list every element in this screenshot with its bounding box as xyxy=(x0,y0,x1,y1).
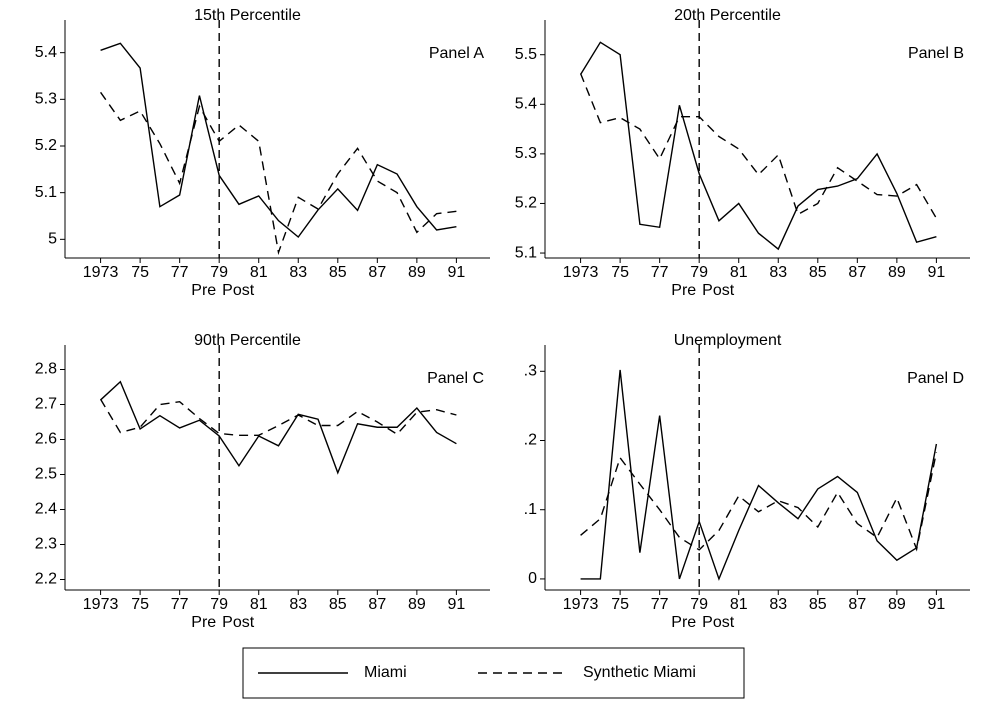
y-tick-label: .3 xyxy=(524,363,537,380)
y-tick-label: 2.5 xyxy=(35,466,57,483)
x-tick-label: 1973 xyxy=(83,264,119,281)
y-tick-label: 2.2 xyxy=(35,571,57,588)
x-tick-label: 1973 xyxy=(83,596,119,613)
x-tick-label: 79 xyxy=(690,596,708,613)
panel-title: Unemployment xyxy=(674,332,782,349)
y-tick-label: 5 xyxy=(48,231,57,248)
x-tick-label: 85 xyxy=(329,264,347,281)
x-tick-label: 1973 xyxy=(563,264,599,281)
x-tick-label: 75 xyxy=(131,264,149,281)
x-tick-label: 75 xyxy=(611,596,629,613)
panel-label: Panel D xyxy=(907,370,964,387)
x-tick-label: 83 xyxy=(289,264,307,281)
x-tick-label: 83 xyxy=(289,596,307,613)
x-tick-label: 83 xyxy=(769,596,787,613)
series-line xyxy=(100,42,457,239)
post-label: Post xyxy=(702,282,735,299)
panel-label: Panel A xyxy=(429,45,484,62)
panel-title: 20th Percentile xyxy=(674,7,781,24)
x-tick-label: 77 xyxy=(171,264,189,281)
panel-label: Panel C xyxy=(427,370,484,387)
y-tick-label: 5.3 xyxy=(35,91,57,108)
x-tick-label: 89 xyxy=(888,264,906,281)
series-line xyxy=(580,369,938,581)
series-line xyxy=(99,398,457,436)
y-tick-label: .2 xyxy=(524,432,537,449)
series-line xyxy=(580,452,938,552)
x-tick-label: 87 xyxy=(848,596,866,613)
x-tick-label: 77 xyxy=(651,596,669,613)
pre-label: Pre xyxy=(671,614,696,631)
series-line xyxy=(579,73,938,219)
legend-box xyxy=(242,647,745,699)
pre-label: Pre xyxy=(191,614,216,631)
x-tick-label: 85 xyxy=(809,596,827,613)
series-line xyxy=(579,41,937,251)
y-tick-label: 0 xyxy=(528,570,537,587)
x-tick-label: 75 xyxy=(131,596,149,613)
x-tick-label: 77 xyxy=(171,596,189,613)
x-tick-label: 87 xyxy=(368,596,386,613)
pre-label: Pre xyxy=(671,282,696,299)
x-tick-label: 87 xyxy=(368,264,386,281)
x-tick-label: 81 xyxy=(730,264,748,281)
series-line xyxy=(100,380,457,475)
x-tick-label: 91 xyxy=(927,264,945,281)
y-tick-label: 2.8 xyxy=(35,361,57,378)
x-tick-label: 91 xyxy=(447,264,465,281)
y-tick-label: 2.3 xyxy=(35,536,57,553)
series-line xyxy=(100,91,457,256)
legend-label: Miami xyxy=(364,664,407,681)
x-tick-label: 75 xyxy=(611,264,629,281)
x-tick-label: 81 xyxy=(250,596,268,613)
y-tick-label: .1 xyxy=(524,501,537,518)
x-tick-label: 81 xyxy=(730,596,748,613)
y-tick-label: 5.4 xyxy=(515,96,537,113)
x-tick-label: 77 xyxy=(651,264,669,281)
y-tick-label: 5.1 xyxy=(515,244,537,261)
y-tick-label: 5.2 xyxy=(35,137,57,154)
panel-title: 15th Percentile xyxy=(194,7,301,24)
x-tick-label: 85 xyxy=(329,596,347,613)
x-tick-label: 91 xyxy=(927,596,945,613)
y-tick-label: 5.3 xyxy=(515,145,537,162)
x-tick-label: 1973 xyxy=(563,596,599,613)
x-tick-label: 79 xyxy=(210,596,228,613)
panel-label: Panel B xyxy=(908,45,964,62)
x-tick-label: 87 xyxy=(848,264,866,281)
y-tick-label: 5.1 xyxy=(35,184,57,201)
post-label: Post xyxy=(222,614,255,631)
pre-label: Pre xyxy=(191,282,216,299)
y-tick-label: 5.4 xyxy=(35,44,57,61)
x-tick-label: 89 xyxy=(888,596,906,613)
y-tick-label: 2.6 xyxy=(35,431,57,448)
y-tick-label: 5.2 xyxy=(515,195,537,212)
x-tick-label: 85 xyxy=(809,264,827,281)
y-tick-label: 5.5 xyxy=(515,46,537,63)
post-label: Post xyxy=(702,614,735,631)
panel-title: 90th Percentile xyxy=(194,332,301,349)
x-tick-label: 81 xyxy=(250,264,268,281)
x-tick-label: 89 xyxy=(408,264,426,281)
x-tick-label: 79 xyxy=(210,264,228,281)
post-label: Post xyxy=(222,282,255,299)
x-tick-label: 83 xyxy=(769,264,787,281)
y-tick-label: 2.4 xyxy=(35,501,57,518)
x-tick-label: 91 xyxy=(447,596,465,613)
x-tick-label: 89 xyxy=(408,596,426,613)
legend-label: Synthetic Miami xyxy=(583,664,696,681)
x-tick-label: 79 xyxy=(690,264,708,281)
y-tick-label: 2.7 xyxy=(35,396,57,413)
